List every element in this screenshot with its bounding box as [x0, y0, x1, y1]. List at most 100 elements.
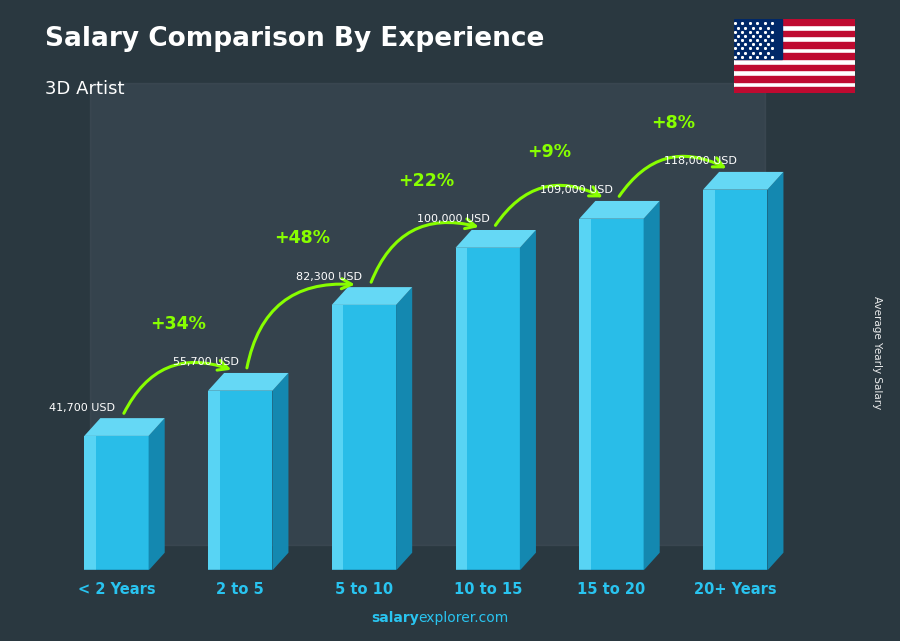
Polygon shape — [332, 385, 396, 394]
Polygon shape — [455, 323, 520, 334]
Polygon shape — [703, 190, 768, 203]
Text: 55,700 USD: 55,700 USD — [173, 357, 238, 367]
Polygon shape — [208, 517, 273, 522]
Polygon shape — [580, 488, 644, 500]
Polygon shape — [208, 451, 273, 456]
Polygon shape — [580, 429, 644, 442]
Polygon shape — [208, 469, 273, 474]
Polygon shape — [332, 535, 396, 544]
Polygon shape — [85, 553, 148, 557]
Polygon shape — [208, 445, 273, 451]
Polygon shape — [703, 253, 768, 266]
Polygon shape — [85, 544, 148, 548]
Polygon shape — [455, 485, 520, 495]
Polygon shape — [703, 228, 768, 240]
Polygon shape — [703, 494, 768, 507]
Text: explorer.com: explorer.com — [418, 611, 508, 625]
Polygon shape — [85, 454, 148, 458]
Text: Salary Comparison By Experience: Salary Comparison By Experience — [45, 26, 544, 52]
Polygon shape — [455, 345, 520, 355]
Polygon shape — [332, 331, 396, 340]
Polygon shape — [455, 528, 520, 538]
Polygon shape — [85, 467, 148, 472]
Polygon shape — [703, 291, 768, 304]
Polygon shape — [580, 219, 644, 570]
Polygon shape — [455, 377, 520, 388]
Bar — [734, 31, 855, 37]
Polygon shape — [455, 452, 520, 463]
Text: 109,000 USD: 109,000 USD — [540, 185, 613, 196]
Polygon shape — [580, 360, 644, 371]
Polygon shape — [580, 289, 644, 301]
Polygon shape — [703, 367, 768, 380]
Polygon shape — [332, 376, 396, 385]
Polygon shape — [85, 526, 148, 530]
Polygon shape — [85, 494, 148, 499]
Polygon shape — [85, 418, 165, 436]
Polygon shape — [703, 240, 768, 253]
Polygon shape — [208, 492, 273, 499]
Polygon shape — [332, 358, 396, 367]
Polygon shape — [580, 500, 644, 512]
Polygon shape — [703, 190, 768, 570]
Polygon shape — [580, 313, 644, 324]
Polygon shape — [455, 549, 520, 560]
Polygon shape — [703, 406, 768, 418]
Polygon shape — [332, 305, 343, 570]
Polygon shape — [703, 380, 768, 393]
Polygon shape — [85, 503, 148, 508]
Polygon shape — [332, 340, 396, 349]
Text: 41,700 USD: 41,700 USD — [49, 403, 115, 413]
Polygon shape — [580, 453, 644, 465]
Bar — [734, 19, 855, 25]
Polygon shape — [208, 481, 273, 487]
Polygon shape — [580, 301, 644, 313]
Polygon shape — [703, 444, 768, 456]
Polygon shape — [332, 305, 396, 570]
Polygon shape — [208, 522, 273, 529]
Polygon shape — [332, 411, 396, 420]
Polygon shape — [455, 280, 520, 291]
Polygon shape — [85, 548, 148, 553]
Bar — [734, 42, 855, 47]
Polygon shape — [208, 427, 273, 433]
Polygon shape — [703, 304, 768, 317]
Text: 3D Artist: 3D Artist — [45, 80, 124, 98]
Polygon shape — [580, 242, 644, 254]
Polygon shape — [332, 447, 396, 455]
Polygon shape — [703, 329, 768, 342]
Polygon shape — [208, 391, 273, 570]
Polygon shape — [85, 436, 95, 570]
Polygon shape — [85, 445, 148, 449]
Polygon shape — [85, 499, 148, 503]
Polygon shape — [580, 418, 644, 429]
Polygon shape — [85, 458, 148, 463]
Polygon shape — [85, 472, 148, 476]
Polygon shape — [85, 535, 148, 539]
Polygon shape — [332, 394, 396, 403]
Polygon shape — [332, 313, 396, 322]
Polygon shape — [332, 508, 396, 517]
Polygon shape — [208, 535, 273, 540]
Polygon shape — [580, 336, 644, 347]
Polygon shape — [455, 248, 467, 570]
Polygon shape — [703, 203, 768, 215]
Polygon shape — [703, 558, 768, 570]
Polygon shape — [703, 342, 768, 354]
Polygon shape — [208, 487, 273, 492]
Polygon shape — [703, 520, 768, 533]
Polygon shape — [455, 248, 520, 570]
Polygon shape — [85, 508, 148, 512]
Polygon shape — [703, 469, 768, 481]
Bar — [734, 87, 855, 93]
Polygon shape — [703, 354, 768, 367]
Polygon shape — [580, 383, 644, 395]
Polygon shape — [332, 482, 396, 491]
Polygon shape — [332, 455, 396, 464]
Polygon shape — [208, 456, 273, 463]
Polygon shape — [148, 418, 165, 570]
Polygon shape — [332, 491, 396, 500]
Text: 82,300 USD: 82,300 USD — [296, 272, 363, 281]
Polygon shape — [580, 547, 644, 559]
Polygon shape — [455, 506, 520, 517]
